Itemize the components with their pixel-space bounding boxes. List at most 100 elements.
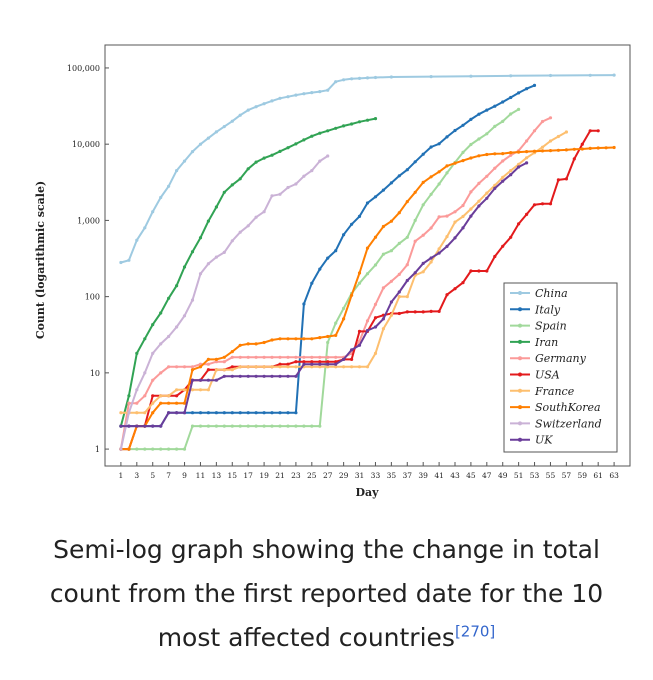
data-point [175,365,179,369]
data-point [254,374,258,378]
data-point [190,365,195,369]
data-point [214,255,218,259]
data-point [214,360,218,364]
data-point [270,338,274,342]
data-point [190,424,195,428]
legend-marker [518,372,522,377]
data-point [302,362,306,366]
data-point [445,293,449,297]
data-point [517,165,521,169]
data-point [342,306,346,310]
data-point [302,355,306,359]
data-point [198,424,203,428]
x-tick-label: 21 [275,471,285,480]
caption-reference-link[interactable]: [270] [454,622,496,641]
data-point [461,226,465,230]
series-germany [119,116,553,451]
data-point [326,340,330,345]
data-point [421,203,425,207]
data-point [151,323,155,327]
legend-marker [518,388,522,393]
data-point [286,424,290,428]
data-point [310,355,314,359]
data-point [493,186,497,190]
data-point [286,411,290,415]
data-point [485,152,489,157]
data-point [318,159,322,163]
data-point [509,153,513,157]
data-point [206,388,210,392]
data-point [151,401,155,405]
data-point [357,214,362,218]
x-tick-label: 33 [371,471,381,480]
series-china [119,73,616,265]
data-point [469,74,473,78]
data-point [405,263,409,267]
legend-marker [518,356,522,361]
data-point [453,210,457,214]
series-france [119,130,569,415]
x-tick-label: 49 [498,471,508,480]
data-point [389,279,393,283]
data-point [230,374,234,378]
data-point [119,447,123,451]
data-point [119,260,123,265]
data-point [461,203,465,208]
data-point [270,99,274,103]
y-tick-label: 1,000 [77,216,100,225]
data-point [413,239,417,243]
data-point [501,179,505,183]
data-point [357,365,362,369]
data-point [405,200,409,204]
data-point [485,174,489,178]
data-point [198,411,203,415]
data-point [413,190,417,194]
legend-marker [518,421,522,426]
data-point [501,119,505,123]
data-point [405,278,409,283]
data-point [342,365,346,369]
chart-legend: China Italy Spain Iran Germany USA France South… [503,282,618,453]
data-point [334,355,338,359]
data-point [564,148,569,152]
figure-caption: Semi-log graph showing the change in tot… [20,528,633,660]
data-point [151,210,155,214]
data-point [206,378,210,382]
legend-item: Iran [510,336,558,349]
data-point [517,107,521,111]
data-point [270,374,274,378]
legend-label: China [535,287,568,300]
legend-marker [518,323,522,328]
data-point [294,365,298,369]
data-point [548,149,553,153]
data-point [525,161,529,165]
legend-label: UK [535,434,553,447]
data-point [143,447,147,451]
data-point [365,272,370,276]
data-point [294,374,298,378]
data-point [421,180,425,184]
legend-label: Spain [535,320,567,333]
x-tick-label: 57 [562,471,572,480]
data-point [230,350,234,354]
data-point [294,93,298,97]
data-point [334,321,338,325]
x-tick-label: 7 [166,471,171,480]
legend-label: Switzerland [535,417,602,430]
data-point [167,411,171,415]
data-point [190,368,195,372]
data-point [381,224,385,229]
data-point [278,411,282,415]
data-point [413,218,417,222]
data-point [246,224,250,228]
data-point [143,371,147,375]
data-point [175,411,179,415]
data-point [437,251,441,255]
data-point [532,149,537,153]
data-point [310,281,314,285]
data-point [326,334,330,339]
data-point [238,424,242,428]
data-point [429,226,433,230]
data-point [143,394,147,398]
